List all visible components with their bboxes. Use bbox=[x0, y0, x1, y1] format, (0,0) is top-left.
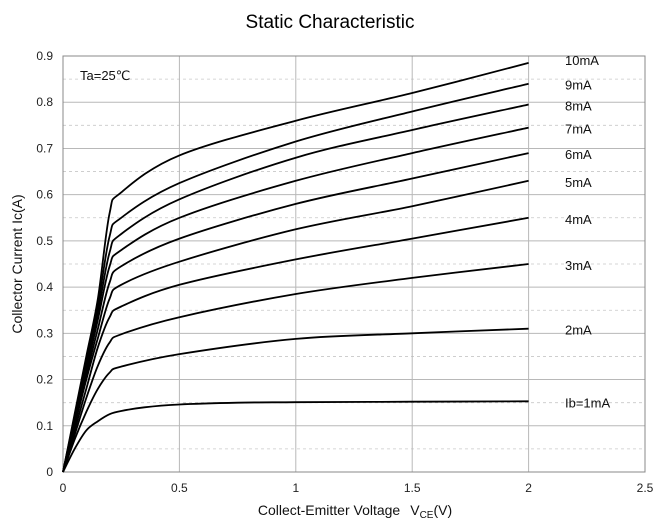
y-tick-label: 0.3 bbox=[36, 326, 53, 340]
x-tick-label: 0 bbox=[60, 481, 67, 495]
curve-labels: Ib=1mA 2mA 3mA 4mA 5mA 6mA 7mA 8mA 9mA 10mA bbox=[565, 53, 610, 410]
curve-label: 4mA bbox=[565, 212, 592, 227]
curve-ib-10ma bbox=[62, 62, 529, 473]
curve-ib-3ma bbox=[62, 263, 529, 473]
curve-label: 3mA bbox=[565, 258, 592, 273]
y-tick-label: 0.8 bbox=[36, 95, 53, 109]
x-axis-label-subscript: CE bbox=[420, 510, 434, 521]
x-axis-label-text: Collect-Emitter Voltage bbox=[258, 502, 401, 518]
curves bbox=[62, 62, 529, 473]
plot-area bbox=[62, 55, 646, 473]
curve-label: Ib=1mA bbox=[565, 395, 610, 410]
curve-label: 8mA bbox=[565, 99, 592, 114]
curve-label: 2mA bbox=[565, 323, 592, 338]
curve-label: 10mA bbox=[565, 53, 599, 68]
tick-labels: 0 0.1 0.2 0.3 0.4 0.5 0.6 0.7 0.8 0.9 0 0.5 1 1.5 2 2.5 bbox=[36, 49, 653, 495]
x-axis-label-symbol: V bbox=[410, 502, 420, 518]
y-tick-label: 0 bbox=[46, 465, 53, 479]
x-tick-label: 1 bbox=[292, 481, 299, 495]
y-tick-label: 0.2 bbox=[36, 373, 53, 387]
x-tick-label: 0.5 bbox=[171, 481, 188, 495]
curve-label: 6mA bbox=[565, 147, 592, 162]
grid bbox=[62, 55, 646, 473]
chart-title: Static Characteristic bbox=[246, 12, 415, 33]
y-tick-label: 0.9 bbox=[36, 49, 53, 63]
curve-ib-2ma bbox=[62, 327, 529, 473]
curve-label: 9mA bbox=[565, 78, 592, 93]
curve-label: 5mA bbox=[565, 175, 592, 190]
x-axis-label: Collect-Emitter Voltage VCE(V) bbox=[258, 502, 452, 521]
x-tick-label: 2 bbox=[525, 481, 532, 495]
x-tick-label: 2.5 bbox=[637, 481, 654, 495]
x-tick-label: 1.5 bbox=[404, 481, 421, 495]
curve-label: 7mA bbox=[565, 122, 592, 137]
y-tick-label: 0.1 bbox=[36, 419, 53, 433]
y-tick-label: 0.5 bbox=[36, 234, 53, 248]
y-tick-label: 0.7 bbox=[36, 141, 53, 155]
x-axis-label-unit: (V) bbox=[433, 502, 452, 518]
curve-ib-4ma bbox=[62, 216, 529, 473]
y-tick-label: 0.4 bbox=[36, 280, 53, 294]
curve-ib-ib1ma bbox=[62, 400, 529, 473]
temperature-annotation: Ta=25℃ bbox=[80, 68, 130, 83]
y-axis-label: Collector Current Ic(A) bbox=[9, 194, 25, 333]
y-tick-label: 0.6 bbox=[36, 188, 53, 202]
